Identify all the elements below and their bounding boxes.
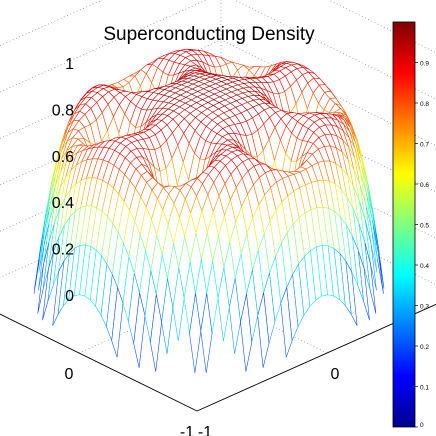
colorbar-tick-label: 0.3 bbox=[420, 304, 429, 311]
grid-z-line bbox=[0, 0, 436, 100]
surface-cell bbox=[133, 292, 146, 368]
grid-z-line bbox=[0, 39, 436, 146]
colorbar-tick-label: 0.9 bbox=[420, 61, 429, 68]
z-tick-label: 0.8 bbox=[52, 102, 74, 119]
colorbar-gradient bbox=[392, 21, 416, 428]
chart-title: Superconducting Density bbox=[103, 24, 315, 45]
colorbar-tick-label: 0.2 bbox=[420, 344, 429, 351]
z-tick-label: 0.2 bbox=[52, 242, 74, 259]
surface-cell bbox=[240, 294, 253, 372]
surface-cell bbox=[257, 292, 270, 368]
surface-cell bbox=[172, 267, 185, 342]
colorbar-tick-label: 0 bbox=[420, 422, 424, 429]
colorbar-tick-label: 0.1 bbox=[420, 385, 429, 392]
colorbar-ticks: 0 0.1 0.2 0.3 0.4 0.5 0.6 0.7 0.8 0.9 bbox=[415, 61, 429, 429]
x-tick-label: -1 bbox=[180, 424, 194, 436]
z-tick-label: 1 bbox=[65, 56, 74, 73]
surface-cell bbox=[217, 267, 230, 342]
z-tick-label: 0 bbox=[65, 288, 74, 305]
surface-cell bbox=[229, 278, 241, 354]
colorbar-tick-label: 0.7 bbox=[420, 142, 429, 149]
surface-cell bbox=[200, 293, 213, 373]
surface-mesh bbox=[33, 48, 385, 373]
z-tick-label: 0.6 bbox=[52, 149, 74, 166]
y-tick-label: 0 bbox=[331, 366, 340, 383]
colorbar-tick-label: 0.4 bbox=[420, 263, 429, 270]
colorbar-tick-label: 0.5 bbox=[420, 223, 429, 230]
tick-labels: 00.20.40.60.81-101-101 bbox=[52, 56, 340, 436]
colorbar-tick-label: 0.6 bbox=[420, 182, 429, 189]
surface-cell bbox=[189, 293, 202, 373]
x-axis-line bbox=[0, 313, 198, 412]
colorbar: 0 0.1 0.2 0.3 0.4 0.5 0.6 0.7 0.8 0.9 bbox=[392, 21, 429, 429]
surface-cell bbox=[161, 278, 174, 354]
colorbar-tick-label: 0.8 bbox=[420, 101, 429, 108]
surface-cell bbox=[280, 287, 293, 358]
y-tick-label: -1 bbox=[198, 424, 212, 436]
grid-z-line bbox=[0, 0, 436, 54]
z-tick-label: 0.4 bbox=[52, 195, 74, 212]
surface-cell bbox=[150, 294, 162, 372]
x-tick-label: 0 bbox=[65, 366, 74, 383]
surface-cell bbox=[111, 287, 124, 358]
